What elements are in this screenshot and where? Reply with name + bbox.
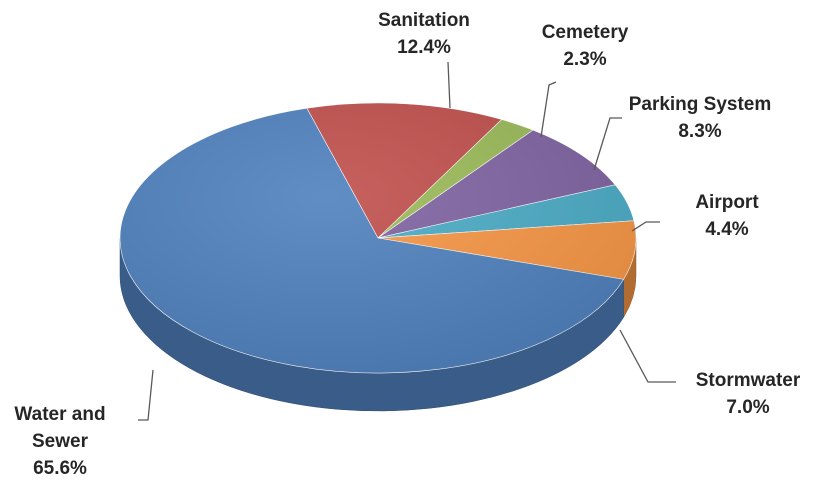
slice-percent-2: 8.3% [678,121,721,142]
slice-label-1-line-0: Cemetery [542,22,629,43]
slice-percent-0: 12.4% [397,37,451,58]
slice-label-5-line-1: Sewer [32,431,89,452]
slice-percent-5: 65.6% [33,458,87,479]
slice-percent-3: 4.4% [705,219,748,240]
leader-line-3 [631,221,660,232]
leader-line-5 [138,369,154,421]
slice-label-3-line-0: Airport [695,192,759,213]
slice-percent-4: 7.0% [726,397,769,418]
slice-label-0-line-0: Sanitation [378,10,470,31]
slice-percent-1: 2.3% [563,49,606,70]
leader-line-0 [447,61,451,109]
leader-line-2 [593,117,622,171]
slice-label-2-line-0: Parking System [629,94,772,115]
leader-line-1 [540,81,557,138]
leader-line-4 [619,329,676,383]
slice-label-5-line-0: Water and [14,404,105,425]
slice-label-4-line-0: Stormwater [696,370,801,391]
